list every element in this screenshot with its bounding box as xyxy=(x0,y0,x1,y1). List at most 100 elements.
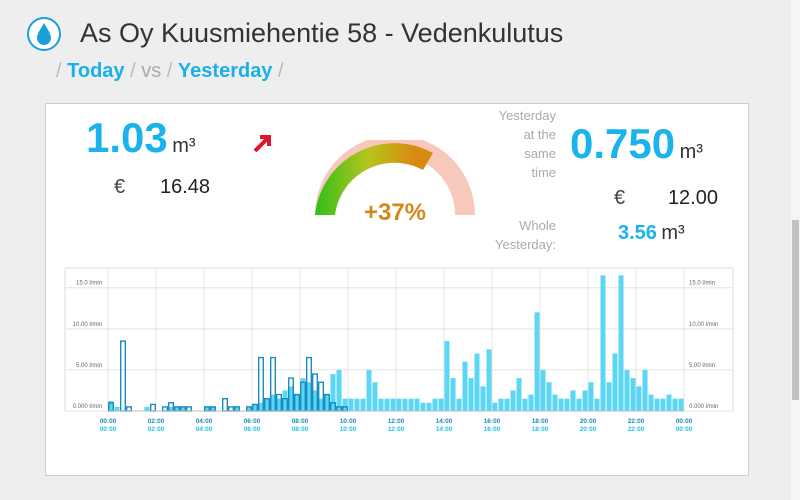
x-tick-label: 10:00 xyxy=(340,418,357,425)
bar xyxy=(300,378,306,411)
label-line: Whole xyxy=(519,218,556,233)
bar xyxy=(552,394,558,411)
yesterday-cost: 12.00 xyxy=(667,187,718,209)
bar xyxy=(312,390,318,411)
bar xyxy=(330,374,336,411)
bar xyxy=(114,406,120,411)
bar xyxy=(480,386,486,411)
trend-arrow xyxy=(253,135,271,153)
bar xyxy=(366,369,372,411)
x-tick-label: 00:00 xyxy=(676,426,693,433)
bar-outline xyxy=(227,406,234,412)
y2-tick-label: 0.000 l/min xyxy=(689,404,718,410)
bar xyxy=(174,406,180,411)
bar xyxy=(342,398,348,411)
x-tick-label: 00:00 xyxy=(676,418,693,425)
nav-yesterday[interactable]: Yesterday xyxy=(177,60,273,82)
bar xyxy=(660,398,666,411)
y-tick-label: 5.00 l/min xyxy=(76,363,102,369)
x-tick-label: 06:00 xyxy=(244,426,261,433)
bar xyxy=(414,398,420,411)
bar xyxy=(258,402,264,411)
bar-outline xyxy=(119,340,126,412)
label-line: same xyxy=(524,146,556,161)
bar xyxy=(528,394,534,411)
bar xyxy=(252,404,258,411)
x-tick-label: 18:00 xyxy=(532,426,549,433)
bar xyxy=(450,378,456,411)
bar xyxy=(630,378,636,411)
x-tick-label: 20:00 xyxy=(580,426,597,433)
bar xyxy=(642,369,648,411)
bar xyxy=(246,406,252,411)
bar xyxy=(324,394,330,411)
bar xyxy=(516,378,522,411)
bar xyxy=(318,398,324,411)
bar xyxy=(462,361,468,411)
x-tick-label: 14:00 xyxy=(436,426,453,433)
bar xyxy=(498,398,504,411)
bar xyxy=(576,398,582,411)
value: 3.56 xyxy=(618,222,657,244)
x-tick-label: 22:00 xyxy=(628,426,645,433)
x-tick-label: 08:00 xyxy=(292,426,309,433)
scrollbar xyxy=(791,0,800,500)
bar xyxy=(510,390,516,411)
bar xyxy=(288,386,294,411)
bar xyxy=(588,382,594,411)
currency: € xyxy=(114,176,126,198)
label-line: Yesterday: xyxy=(495,237,556,252)
x-tick-label: 04:00 xyxy=(196,426,213,433)
bar-outline xyxy=(125,406,132,412)
scrollbar-thumb[interactable] xyxy=(792,220,799,400)
bar-outline xyxy=(185,406,192,412)
bar xyxy=(270,394,276,411)
bar xyxy=(402,398,408,411)
bar xyxy=(648,394,654,411)
water-icon xyxy=(27,17,61,51)
bar xyxy=(474,353,480,411)
x-tick-label: 10:00 xyxy=(340,426,357,433)
bar xyxy=(282,390,288,411)
x-tick-label: 00:00 xyxy=(100,426,117,433)
label-line: time xyxy=(531,165,556,180)
bar xyxy=(372,382,378,411)
nav-vs: vs xyxy=(141,60,162,82)
nav: / Today / vs / Yesterday / xyxy=(56,60,284,83)
x-tick-label: 16:00 xyxy=(484,418,501,425)
bar xyxy=(504,398,510,411)
bar xyxy=(204,406,210,411)
yesterday-volume: 0.750 m³ xyxy=(570,120,703,168)
label-line: at the xyxy=(523,127,556,142)
x-tick-label: 08:00 xyxy=(292,418,309,425)
x-tick-label: 22:00 xyxy=(628,418,645,425)
panel xyxy=(45,103,749,476)
page-title: As Oy Kuusmiehentie 58 - Vedenkulutus xyxy=(80,18,564,48)
bar xyxy=(168,406,174,411)
y-tick-label: 10.00 l/min xyxy=(73,322,102,328)
x-tick-label: 14:00 xyxy=(436,418,453,425)
bar xyxy=(468,378,474,411)
x-tick-label: 16:00 xyxy=(484,426,501,433)
bar xyxy=(558,398,564,411)
bar xyxy=(294,394,300,411)
whole-label: Whole Yesterday: xyxy=(495,216,556,254)
bar xyxy=(546,382,552,411)
y2-tick-label: 15.0 l/min xyxy=(689,281,715,287)
nav-today[interactable]: Today xyxy=(67,60,125,82)
bar xyxy=(276,398,282,411)
bar xyxy=(564,398,570,411)
today-volume: 1.03 m³ xyxy=(86,114,196,162)
separator: / xyxy=(56,60,62,82)
gauge-label: +37% xyxy=(364,199,426,226)
bar xyxy=(582,390,588,411)
bar xyxy=(306,382,312,411)
x-tick-label: 18:00 xyxy=(532,418,549,425)
bar xyxy=(486,349,492,411)
y2-tick-label: 5.00 l/min xyxy=(689,363,715,369)
bar xyxy=(672,398,678,411)
unit: m³ xyxy=(172,135,196,157)
bar xyxy=(654,398,660,411)
